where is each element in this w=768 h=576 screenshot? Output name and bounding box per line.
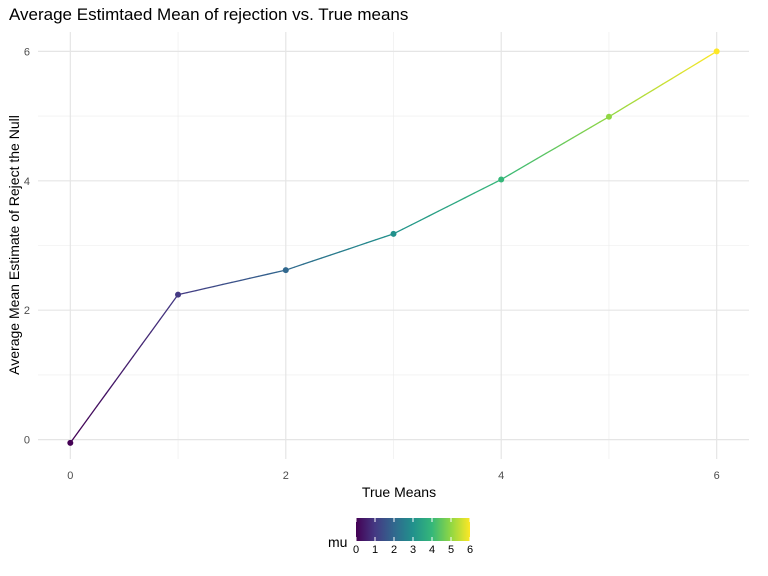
data-point	[498, 176, 505, 183]
line-segment	[563, 137, 574, 144]
line-segment	[141, 331, 152, 345]
line-segment	[401, 224, 413, 230]
data-point	[713, 48, 720, 55]
line-segment	[105, 380, 116, 395]
data-point	[282, 267, 289, 274]
line-segment	[186, 289, 197, 294]
line-segment	[437, 206, 449, 212]
series-points	[67, 48, 720, 446]
line-segment	[321, 254, 332, 259]
x-tick-label: 4	[498, 470, 504, 482]
line-segment	[428, 210, 440, 217]
legend-title: mu	[328, 534, 347, 550]
x-tick-label: 0	[67, 470, 73, 482]
line-segment	[114, 368, 125, 382]
line-segment	[698, 56, 709, 63]
data-point	[390, 230, 397, 237]
colorbar-ticks: 0 1 2 3 4 5 6	[353, 518, 473, 556]
colorbar-tick-label: 4	[429, 544, 435, 556]
line-segment	[231, 279, 242, 284]
line-segment	[195, 287, 206, 292]
colorbar-legend: mu 0 1 2 3 4 5 6	[328, 518, 473, 556]
data-point	[605, 113, 612, 120]
line-segment	[590, 121, 601, 128]
line-segment	[689, 61, 700, 69]
line-segment	[410, 219, 422, 226]
line-segment	[294, 263, 305, 268]
colorbar-tick-label: 3	[410, 544, 416, 556]
line-segment	[545, 147, 556, 155]
grid-minor	[38, 32, 749, 459]
chart-title: Average Estimtaed Mean of rejection vs. …	[9, 5, 408, 24]
line-segment	[662, 77, 673, 85]
grid-major	[38, 32, 749, 459]
colorbar-tick-label: 5	[448, 544, 454, 556]
y-axis-title: Average Mean Estimate of Reject the Null	[6, 115, 22, 375]
line-segment	[356, 242, 368, 247]
line-segment	[680, 67, 691, 74]
line-segment	[419, 215, 431, 221]
line-segment	[509, 168, 520, 175]
line-segment	[671, 72, 682, 80]
y-tick-label: 2	[24, 305, 30, 317]
line-segment	[626, 99, 637, 107]
line-segment	[518, 163, 529, 170]
line-segment	[635, 94, 646, 102]
line-segment	[240, 277, 251, 281]
colorbar	[356, 518, 470, 541]
line-segment	[482, 183, 493, 190]
line-segment	[581, 126, 592, 134]
line-segment	[267, 271, 278, 275]
data-point	[175, 291, 182, 298]
line-segment	[527, 157, 538, 165]
line-segment	[222, 281, 233, 286]
colorbar-tick-label: 2	[391, 544, 397, 556]
line-segment	[87, 405, 98, 419]
line-segment	[258, 273, 269, 277]
line-segment	[455, 196, 466, 203]
line-segment	[96, 392, 107, 407]
line-segment	[572, 131, 583, 139]
y-tick-label: 0	[24, 435, 30, 447]
x-axis-title: True Means	[362, 484, 436, 500]
line-segment	[473, 187, 484, 194]
line-segment	[312, 257, 323, 262]
line-segment	[123, 355, 134, 370]
line-segment	[303, 260, 314, 265]
line-segment	[204, 285, 215, 290]
line-segment	[653, 83, 664, 91]
y-tick-labels: 0 2 4 6	[24, 46, 30, 446]
line-segment	[374, 236, 386, 241]
line-segment	[446, 201, 457, 208]
line-segment	[536, 152, 547, 160]
line-segment	[249, 275, 260, 279]
line-segment	[617, 105, 628, 112]
line-segment	[338, 248, 350, 253]
y-tick-label: 4	[24, 176, 30, 188]
colorbar-tick-label: 1	[372, 544, 378, 556]
line-segment	[644, 88, 655, 96]
x-tick-labels: 0 2 4 6	[67, 470, 719, 482]
line-segment	[132, 343, 143, 358]
line-segment	[150, 318, 161, 333]
data-point	[67, 439, 74, 446]
line-segment	[330, 251, 341, 256]
line-segment	[347, 245, 359, 250]
y-tick-label: 6	[24, 46, 30, 58]
x-tick-label: 2	[283, 470, 289, 482]
line-segment	[159, 306, 170, 321]
colorbar-tick-label: 0	[353, 544, 359, 556]
line-segment	[365, 239, 377, 244]
line-segment	[554, 142, 565, 149]
colorbar-tick-label: 6	[467, 544, 473, 556]
x-tick-label: 6	[714, 470, 720, 482]
line-segment	[464, 192, 475, 199]
line-segment	[78, 417, 89, 432]
line-segment	[213, 283, 224, 288]
